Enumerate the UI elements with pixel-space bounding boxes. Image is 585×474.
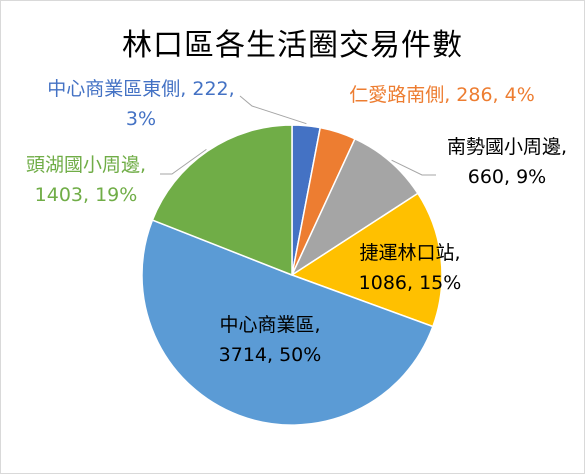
- chart-title: 林口區各生活圈交易件數: [122, 28, 463, 63]
- slice-label-touhu-line1: 頭湖國小周邊,: [25, 154, 147, 176]
- slice-label-renai-south-line1: 仁愛路南側, 286, 4%: [349, 84, 535, 106]
- slice-label-touhu-line2: 1403, 19%: [34, 184, 138, 206]
- slice-nanshi: [290, 137, 419, 278]
- slice-label-cbd-line1: 中心商業區,: [219, 314, 321, 336]
- slice-mrt-linkou: [290, 192, 443, 328]
- slice-label-east-cbd-line2: 3%: [125, 108, 157, 130]
- slice-label-mrt-linkou-line2: 1086, 15%: [358, 272, 462, 294]
- slice-label-touhu: 頭湖國小周邊, 1403, 19%: [6, 150, 166, 210]
- slice-label-cbd: 中心商業區, 3714, 50%: [195, 310, 345, 370]
- leader-line-nanshi: [391, 159, 436, 176]
- slice-label-nanshi-line1: 南勢國小周邊,: [446, 136, 568, 158]
- slice-label-cbd-line2: 3714, 50%: [218, 344, 322, 366]
- slice-label-nanshi-line2: 660, 9%: [467, 166, 547, 188]
- leader-line-east-cbd: [239, 95, 307, 125]
- leader-line-touhu: [160, 148, 207, 175]
- slice-touhu: [151, 124, 293, 277]
- slice-label-nanshi: 南勢國小周邊, 660, 9%: [432, 132, 582, 192]
- slice-label-renai-south: 仁愛路南側, 286, 4%: [332, 80, 552, 110]
- slice-label-east-cbd-line1: 中心商業區東側, 222,: [47, 78, 235, 100]
- slice-label-east-cbd: 中心商業區東側, 222, 3%: [36, 74, 246, 134]
- slice-label-mrt-linkou: 捷運林口站, 1086, 15%: [340, 238, 480, 298]
- slice-cbd: [141, 219, 434, 426]
- slice-label-mrt-linkou-line1: 捷運林口站,: [359, 242, 461, 264]
